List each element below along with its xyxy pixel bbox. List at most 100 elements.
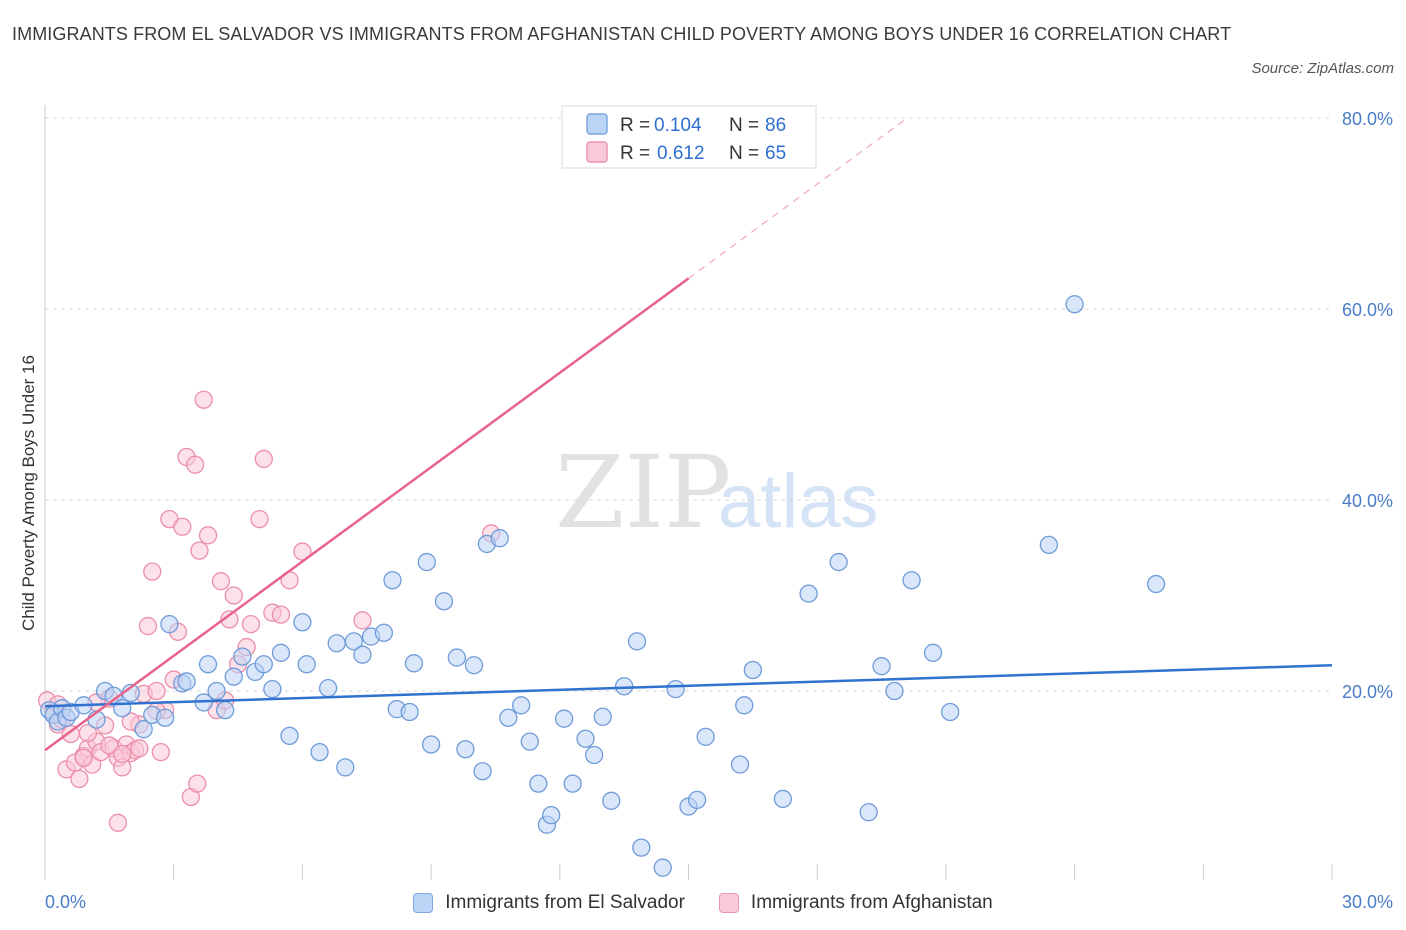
watermark: ZIP atlas [555,434,879,551]
gridlines [45,117,1332,692]
el-salvador-point [336,758,355,777]
afghanistan-point [78,723,98,743]
el-salvador-point [653,858,672,877]
series-legend-el-salvador[interactable]: Immigrants from El Salvador [413,892,685,914]
x-tick-label-max: 30.0% [1342,892,1393,912]
watermark-atlas: atlas [718,459,879,544]
el-salvador-point [576,729,595,748]
chart-source: Source: ZipAtlas.com [1251,60,1394,77]
y-tick-label: 60.0% [1342,300,1393,320]
el-salvador-point [885,681,904,701]
afghanistan-point [74,748,93,767]
el-salvador-point [520,732,539,751]
el-salvador-point [632,838,651,857]
afghanistan-point [173,517,192,536]
el-salvador-point [799,584,818,603]
x-axis-ticks [44,864,1333,880]
y-axis-title: Child Poverty Among Boys Under 16 [19,355,38,631]
x-tick-label-min: 0.0% [45,892,86,912]
afghanistan-point [198,526,218,545]
trend-lines [44,117,1333,752]
afghanistan-points [37,390,501,832]
el-salvador-point [318,678,338,698]
el-salvador-point [859,803,878,822]
afghanistan-point [130,739,149,758]
el-salvador-point [499,708,518,727]
afghanistan-point [254,449,273,469]
el-salvador-point [941,702,960,722]
afghanistan-trend-extension [688,117,908,279]
el-salvador-point [602,791,621,810]
el-salvador-point [233,647,252,666]
series-legend-afghanistan[interactable]: Immigrants from Afghanistan [718,892,993,914]
el-salvador-point [134,720,153,739]
legend-blue-r-label: R = [620,115,650,136]
el-salvador-point [404,654,424,673]
afghanistan-point [194,390,213,409]
y-tick-label: 20.0% [1342,682,1393,702]
afghanistan-point [190,541,209,560]
afghanistan-trend-line [44,277,690,752]
el-salvador-point [829,552,848,572]
el-salvador-point [542,806,561,825]
el-salvador-point [353,645,372,664]
el-salvador-point [417,552,436,572]
el-salvador-legend-label: Immigrants from El Salvador [445,892,685,913]
el-salvador-point [1146,574,1166,594]
afghanistan-point [224,586,243,605]
el-salvador-trend-line [44,663,1333,708]
el-salvador-point [254,655,273,674]
el-salvador-point [280,726,299,746]
legend-pink-r-label: R = [620,143,650,164]
el-salvador-point [464,656,484,675]
afghanistan-point [143,562,162,581]
el-salvador-point [421,735,441,754]
el-salvador-point [177,672,196,691]
el-salvador-point [271,643,291,662]
el-salvador-point [554,709,574,728]
el-salvador-point [1065,295,1084,314]
legend-blue-r-value: 0.104 [654,115,702,136]
el-salvador-point [216,700,235,720]
afghanistan-point [241,615,261,634]
el-salvador-point [297,655,316,674]
el-salvador-point [902,571,921,590]
y-tick-label: 40.0% [1342,491,1393,511]
y-tick-label: 80.0% [1342,109,1393,129]
stats-legend: R = 0.104 N = 86 R = 0.612 N = 65 [561,105,817,169]
el-salvador-point [434,592,454,611]
el-salvador-point [113,699,132,718]
afghanistan-legend-label: Immigrants from Afghanistan [750,892,993,913]
el-salvador-point [584,745,604,765]
el-salvador-point [615,677,634,696]
el-salvador-point [872,657,891,676]
el-salvador-point [447,648,466,667]
afghanistan-point [188,774,207,793]
el-salvador-point [529,774,548,793]
legend-pink-r-value: 0.612 [657,143,705,164]
watermark-zip: ZIP [555,434,731,551]
el-salvador-point [627,632,647,651]
legend-blue-n-value: 86 [765,115,786,136]
series-legend: Immigrants from El Salvador Immigrants f… [0,888,1406,918]
el-salvador-point [666,679,685,699]
chart-svg: ZIP atlas 20.0% 40.0% 60.0% 80.0% Child Pov… [19,105,1393,880]
afghanistan-point [185,455,205,474]
el-salvador-point [198,655,218,674]
el-salvador-point [155,708,175,727]
el-salvador-point [473,762,492,781]
afghanistan-swatch [718,893,739,913]
el-salvador-point [593,707,612,726]
el-salvador-point [456,740,475,759]
afghanistan-point [113,744,132,764]
el-salvador-point [687,790,707,810]
legend-blue-n-label: N = [729,115,759,136]
el-salvador-point [512,696,531,715]
afghanistan-point [271,605,291,624]
el-salvador-swatch [413,893,434,913]
chart-title: IMMIGRANTS FROM EL SALVADOR VS IMMIGRANT… [12,24,1232,44]
el-salvador-point [563,774,582,793]
afghanistan-point [220,610,239,629]
el-salvador-point [730,755,750,774]
afghanistan-point [100,736,119,755]
